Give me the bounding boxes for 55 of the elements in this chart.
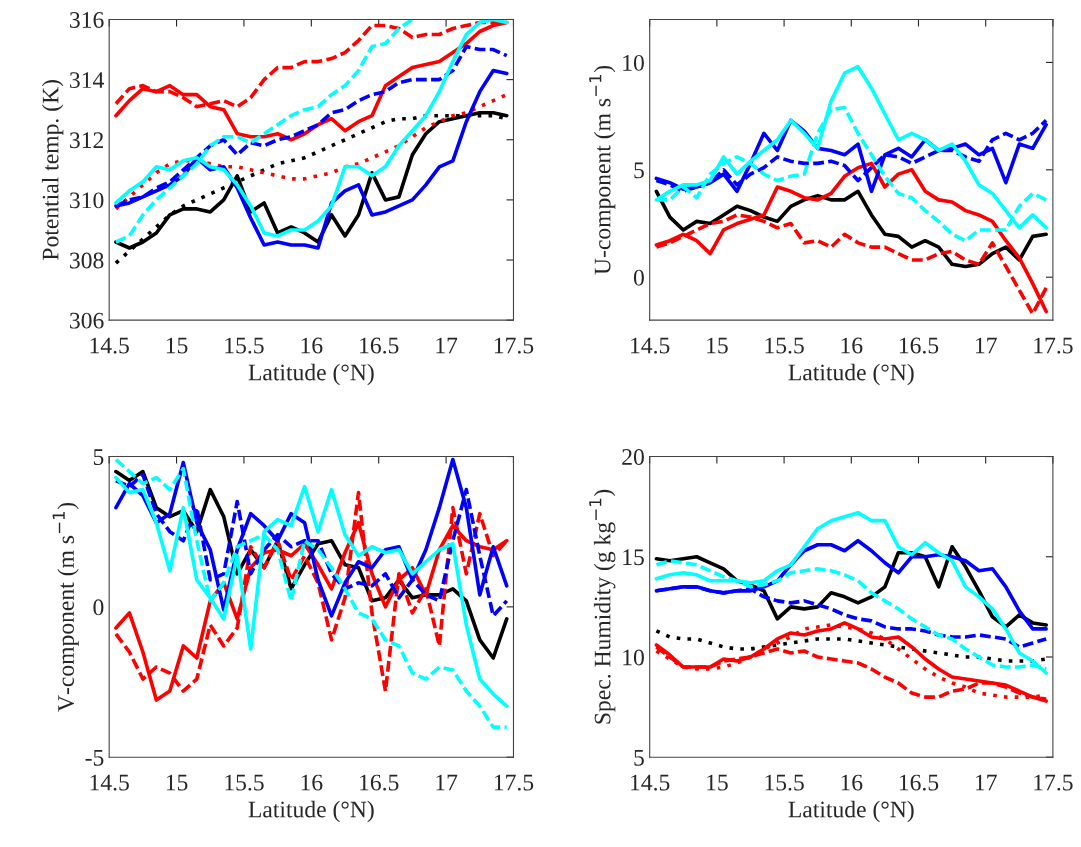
y-tick-label: 314 [70,72,104,89]
x-tick-label: 16 [841,337,863,354]
x-tick-label: 14.5 [90,774,129,791]
x-tick-label: 16.5 [360,774,399,791]
x-tick-label: 15 [166,774,188,791]
x-tick-label: 17 [975,774,997,791]
y-tick-label: 0 [633,269,644,286]
x-tick-label: 17 [436,774,458,791]
x-tick-label: 16.5 [360,337,399,354]
y-axis-title: Spec. Humidity (g kg$^{−1}$) [589,489,616,724]
y-tick-label: 5 [634,162,644,179]
x-tick-label: 14.5 [90,337,129,354]
y-tick-label: 20 [622,449,644,465]
line-series [114,92,509,211]
x-tick-label: 17 [436,337,458,354]
y-axis-title: U-component (m s$^{−1}$) [589,65,616,275]
y-tick-label: 308 [70,252,104,269]
x-tick-label: 15 [166,337,188,354]
x-axis-title: Latitude (°N) [788,800,914,823]
line-series [654,629,1048,663]
y-tick-label: 312 [70,132,104,149]
x-tick-label: 17.5 [494,774,534,791]
x-axis-title: Latitude (°N) [788,363,914,386]
x-tick-label: 16.5 [899,774,939,791]
y-axis-title: V-component (m s$^{−1}$) [52,502,79,712]
y-tick-label: -5 [85,749,104,766]
y-axis-title: Potential temp. (K) [41,80,64,260]
x-tick-label: 14.5 [631,774,670,791]
x-axis-title: Latitude (°N) [248,363,374,386]
x-tick-label: 16 [301,337,323,354]
y-tick-label: 10 [623,54,644,71]
x-tick-label: 16.5 [899,337,939,354]
x-tick-label: 17 [975,337,997,354]
x-tick-label: 15 [707,337,728,354]
x-tick-label: 17.5 [1034,337,1073,354]
y-tick-label: 15 [623,549,644,566]
x-tick-label: 15.5 [225,774,264,791]
x-tick-label: 15.5 [225,337,264,354]
x-tick-label: 14.5 [631,337,670,354]
y-tick-label: 5 [93,449,104,465]
y-tick-label: 316 [70,12,104,28]
x-tick-label: 15.5 [765,774,804,791]
y-tick-label: 310 [70,192,104,209]
x-tick-label: 17.5 [494,337,534,354]
line-series [654,510,1048,675]
y-tick-label: 5 [634,749,644,766]
y-tick-label: 10 [623,649,644,666]
x-tick-label: 16 [301,774,323,791]
x-axis-title: Latitude (°N) [248,800,374,823]
x-tick-label: 15.5 [765,337,804,354]
y-tick-label: 306 [70,312,104,329]
y-tick-label: 0 [93,599,104,616]
x-tick-label: 15 [707,774,728,791]
x-tick-label: 17.5 [1034,774,1073,791]
x-tick-label: 16 [841,774,863,791]
